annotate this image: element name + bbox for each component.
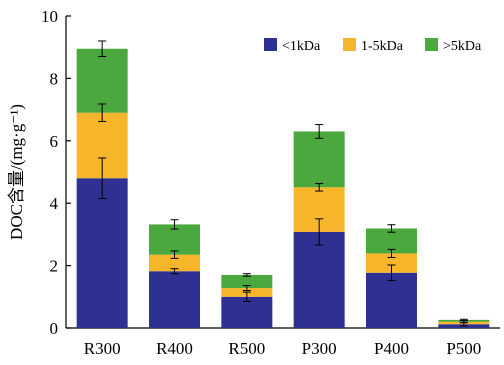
bar-segment: [221, 296, 273, 328]
x-tick-label: R400: [156, 339, 193, 358]
bar-segment: [293, 231, 345, 328]
y-tick-label: 0: [50, 319, 59, 338]
y-tick-label: 2: [50, 257, 59, 276]
x-tick-label: P300: [302, 339, 337, 358]
bar-segment: [149, 254, 200, 272]
y-tick-labels: 0 2 4 6 8 10: [41, 7, 59, 338]
legend-swatch: [343, 38, 356, 51]
y-tick-label: 6: [50, 132, 59, 151]
y-tick-label: 4: [50, 194, 59, 213]
bar-segment: [76, 48, 128, 113]
y-tick-label: 8: [50, 69, 59, 88]
x-tick-label: P400: [374, 339, 409, 358]
x-tick-label: R300: [84, 339, 121, 358]
y-axis-title: DOC含量/(mg·g⁻¹): [7, 104, 26, 240]
bar-segment: [366, 272, 417, 328]
x-tick-labels: R300 R400 R500 P300 P400 P500: [84, 339, 482, 358]
legend-label: <1kDa: [282, 39, 321, 54]
bar-segment: [149, 271, 200, 328]
axes: [65, 15, 500, 329]
legend-swatch: [264, 38, 277, 51]
legend-label: >5kDa: [443, 39, 482, 54]
legend-swatch: [425, 38, 438, 51]
x-tick-label: R500: [228, 339, 265, 358]
y-tick-label: 10: [41, 7, 58, 26]
error-bars: [98, 40, 468, 327]
legend: <1kDa 1-5kDa >5kDa: [264, 38, 482, 54]
bars: [76, 48, 490, 328]
x-tick-label: P500: [446, 339, 481, 358]
bar-segment: [221, 274, 273, 289]
legend-label: 1-5kDa: [361, 39, 404, 54]
bar-segment: [76, 178, 128, 328]
bar-segment: [293, 131, 345, 188]
bar-segment: [366, 253, 417, 273]
